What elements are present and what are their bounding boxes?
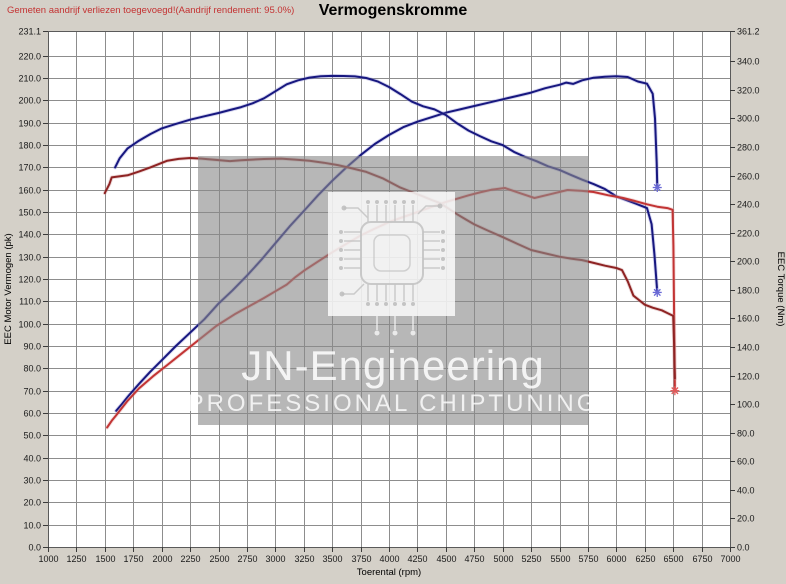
svg-text:3750: 3750 [351, 554, 371, 564]
svg-text:320.0: 320.0 [737, 86, 760, 96]
svg-text:220.0: 220.0 [737, 229, 760, 239]
svg-text:180.0: 180.0 [737, 286, 760, 296]
svg-text:80.0: 80.0 [737, 429, 755, 439]
svg-text:120.0: 120.0 [737, 372, 760, 382]
svg-text:150.0: 150.0 [18, 208, 41, 218]
svg-text:0.0: 0.0 [737, 543, 750, 553]
svg-text:361.2: 361.2 [737, 27, 760, 37]
curve-torque-tuned-blue [114, 74, 659, 294]
axis-tick-labels: 231.1 220.0 210.0 200.0 190.0 180.0 170.0 160.0… [18, 27, 759, 565]
svg-text:6500: 6500 [663, 554, 683, 564]
chip-logo-icon [328, 192, 455, 336]
svg-text:160.0: 160.0 [18, 186, 41, 196]
svg-text:300.0: 300.0 [737, 114, 760, 124]
svg-text:90.0: 90.0 [23, 342, 41, 352]
svg-text:60.0: 60.0 [737, 457, 755, 467]
svg-text:3250: 3250 [294, 554, 314, 564]
svg-text:190.0: 190.0 [18, 119, 41, 129]
chart-title: Vermogenskromme [318, 2, 468, 19]
svg-text:7000: 7000 [720, 554, 740, 564]
svg-text:210.0: 210.0 [18, 74, 41, 84]
svg-text:20.0: 20.0 [737, 514, 755, 524]
watermark-tagline-text: PROFESSIONAL CHIPTUNING [188, 390, 599, 417]
svg-text:170.0: 170.0 [18, 163, 41, 173]
svg-text:340.0: 340.0 [737, 57, 760, 67]
svg-text:4000: 4000 [379, 554, 399, 564]
svg-text:40.0: 40.0 [23, 454, 41, 464]
svg-text:140.0: 140.0 [737, 343, 760, 353]
svg-text:120.0: 120.0 [18, 275, 41, 285]
svg-text:6750: 6750 [692, 554, 712, 564]
svg-text:6000: 6000 [606, 554, 626, 564]
svg-text:4500: 4500 [436, 554, 456, 564]
svg-text:0.0: 0.0 [28, 543, 41, 553]
svg-text:100.0: 100.0 [18, 320, 41, 330]
svg-text:260.0: 260.0 [737, 172, 760, 182]
svg-text:280.0: 280.0 [737, 143, 760, 153]
svg-text:1000: 1000 [38, 554, 58, 564]
svg-text:2000: 2000 [152, 554, 172, 564]
svg-text:220.0: 220.0 [18, 52, 41, 62]
svg-text:60.0: 60.0 [23, 409, 41, 419]
svg-text:3000: 3000 [265, 554, 285, 564]
end-marker-torque-tuned-blue [652, 287, 662, 297]
svg-text:30.0: 30.0 [23, 476, 41, 486]
svg-text:5250: 5250 [521, 554, 541, 564]
svg-text:100.0: 100.0 [737, 400, 760, 410]
svg-text:110.0: 110.0 [19, 297, 41, 307]
svg-text:50.0: 50.0 [23, 431, 41, 441]
svg-text:4750: 4750 [464, 554, 484, 564]
watermark-brand-text: JN-Engineering [241, 342, 545, 389]
svg-text:160.0: 160.0 [737, 314, 760, 324]
svg-text:2250: 2250 [180, 554, 200, 564]
drivetrain-loss-note: Gemeten aandrijf verliezen toegevoegd!(A… [7, 5, 295, 16]
y-axis-right-title: EEC Torque (Nm) [775, 252, 786, 327]
svg-text:20.0: 20.0 [23, 498, 41, 508]
svg-text:200.0: 200.0 [18, 96, 41, 106]
end-marker-power-original-red [670, 386, 680, 396]
svg-text:5000: 5000 [493, 554, 513, 564]
svg-text:1750: 1750 [123, 554, 143, 564]
svg-text:130.0: 130.0 [18, 253, 41, 263]
svg-text:4250: 4250 [407, 554, 427, 564]
svg-text:80.0: 80.0 [23, 364, 41, 374]
svg-text:1500: 1500 [95, 554, 115, 564]
svg-text:5750: 5750 [578, 554, 598, 564]
svg-text:180.0: 180.0 [18, 141, 41, 151]
svg-text:2750: 2750 [237, 554, 257, 564]
svg-text:70.0: 70.0 [23, 387, 41, 397]
svg-text:1250: 1250 [66, 554, 86, 564]
end-marker-power-tuned-blue [652, 183, 662, 193]
svg-text:10.0: 10.0 [23, 521, 41, 531]
svg-text:200.0: 200.0 [737, 257, 760, 267]
curve-end-markers [652, 183, 680, 396]
svg-text:231.1: 231.1 [18, 27, 41, 37]
svg-text:140.0: 140.0 [18, 230, 41, 240]
svg-text:240.0: 240.0 [737, 200, 760, 210]
y-axis-left-title: EEC Motor Vermogen (pk) [3, 233, 14, 344]
axis-ticks [43, 31, 735, 552]
svg-text:2500: 2500 [209, 554, 229, 564]
svg-text:6250: 6250 [635, 554, 655, 564]
svg-text:3500: 3500 [322, 554, 342, 564]
svg-text:40.0: 40.0 [737, 486, 755, 496]
x-axis-title: Toerental (rpm) [357, 567, 421, 578]
svg-text:5500: 5500 [550, 554, 570, 564]
